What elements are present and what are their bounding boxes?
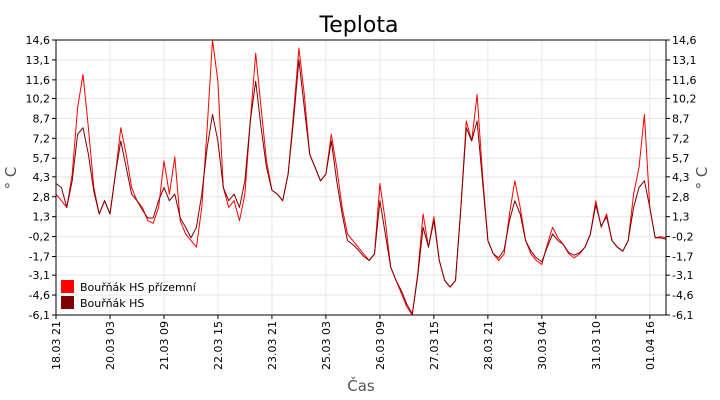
y-tick-label-right: -3,1: [672, 269, 693, 282]
y-tick-label-left: 13,1: [26, 54, 51, 67]
y-tick-label-right: -0,2: [672, 231, 693, 244]
x-tick-label: 31.03 10: [590, 321, 603, 370]
y-tick-label-right: 14,6: [672, 34, 697, 47]
x-tick-label: 27.03 15: [428, 321, 441, 370]
y-tick-label-left: 10,2: [26, 92, 51, 105]
y-tick-label-right: 4,3: [672, 171, 690, 184]
y-axis-label-left: ° C: [2, 167, 20, 190]
series-line-1: [55, 39, 667, 316]
y-tick-label-right: 11,6: [672, 74, 697, 87]
x-tick-label: 18.03 21: [50, 321, 63, 370]
y-tick-label-left: 14,6: [26, 34, 51, 47]
grid-layer: [55, 39, 666, 316]
x-tick-label: 01.04 16: [644, 321, 657, 370]
y-tick-label-left: -4,6: [29, 289, 50, 302]
y-tick-label-right: -6,1: [672, 309, 693, 322]
x-axis-label: Čas: [347, 376, 375, 395]
x-tick-label: 21.03 09: [158, 321, 171, 370]
y-tick-label-right: 10,2: [672, 92, 697, 105]
y-tick-label-right: -4,6: [672, 289, 693, 302]
plot-frame: [55, 39, 667, 316]
y-tick-label-left: -1,7: [29, 251, 50, 264]
y-tick-label-left: 1,3: [33, 211, 51, 224]
legend-swatch: [61, 296, 74, 309]
x-tick-label: 23.03 21: [266, 321, 279, 370]
x-tick-label: 30.03 04: [536, 321, 549, 370]
x-tick-label: 25.03 03: [320, 321, 333, 370]
y-tick-label-right: 7,2: [672, 132, 690, 145]
y-tick-label-right: 1,3: [672, 211, 690, 224]
y-tick-label-left: -6,1: [29, 309, 50, 322]
legend-swatch: [61, 280, 74, 293]
x-axis: 18.03 21 20.03 03 21.03 09 22.03 15 23.03 21…: [50, 315, 657, 370]
x-tick-label: 20.03 03: [104, 321, 117, 370]
y-tick-label-left: -0,2: [29, 231, 50, 244]
chart-title: Teplota: [319, 13, 399, 38]
y-tick-label-left: 4,3: [33, 171, 51, 184]
series-line-2: [55, 59, 667, 315]
legend-label: Bouřňák HS přízemní: [80, 281, 197, 294]
y-tick-label-right: 8,7: [672, 112, 690, 125]
y-tick-label-right: -1,7: [672, 251, 693, 264]
series-layer: [55, 39, 667, 316]
y-tick-label-left: 11,6: [26, 74, 51, 87]
y-tick-label-left: -3,1: [29, 269, 50, 282]
y-tick-label-right: 2,8: [672, 191, 690, 204]
y-tick-label-left: 5,7: [33, 152, 51, 165]
y-axis-label-right: ° C: [693, 167, 711, 190]
y-axis-right: -6,1 -4,6 -3,1 -1,7 -0,2 1,3 2,8 4,3 5,7 7,2 8,7 10…: [666, 34, 697, 322]
x-tick-label: 22.03 15: [212, 321, 225, 370]
y-tick-label-left: 7,2: [33, 132, 51, 145]
x-tick-label: 28.03 21: [482, 321, 495, 370]
legend: Bouřňák HS přízemní Bouřňák HS: [61, 280, 197, 310]
x-tick-label: 26.03 09: [374, 321, 387, 370]
y-tick-label-right: 5,7: [672, 152, 690, 165]
y-axis-left: -6,1 -4,6 -3,1 -1,7 -0,2 1,3 2,8 4,3 5,7 7,2 8,7 10…: [26, 34, 56, 322]
y-tick-label-right: 13,1: [672, 54, 697, 67]
legend-label: Bouřňák HS: [80, 297, 144, 310]
y-tick-label-left: 2,8: [33, 191, 51, 204]
y-tick-label-left: 8,7: [33, 112, 51, 125]
